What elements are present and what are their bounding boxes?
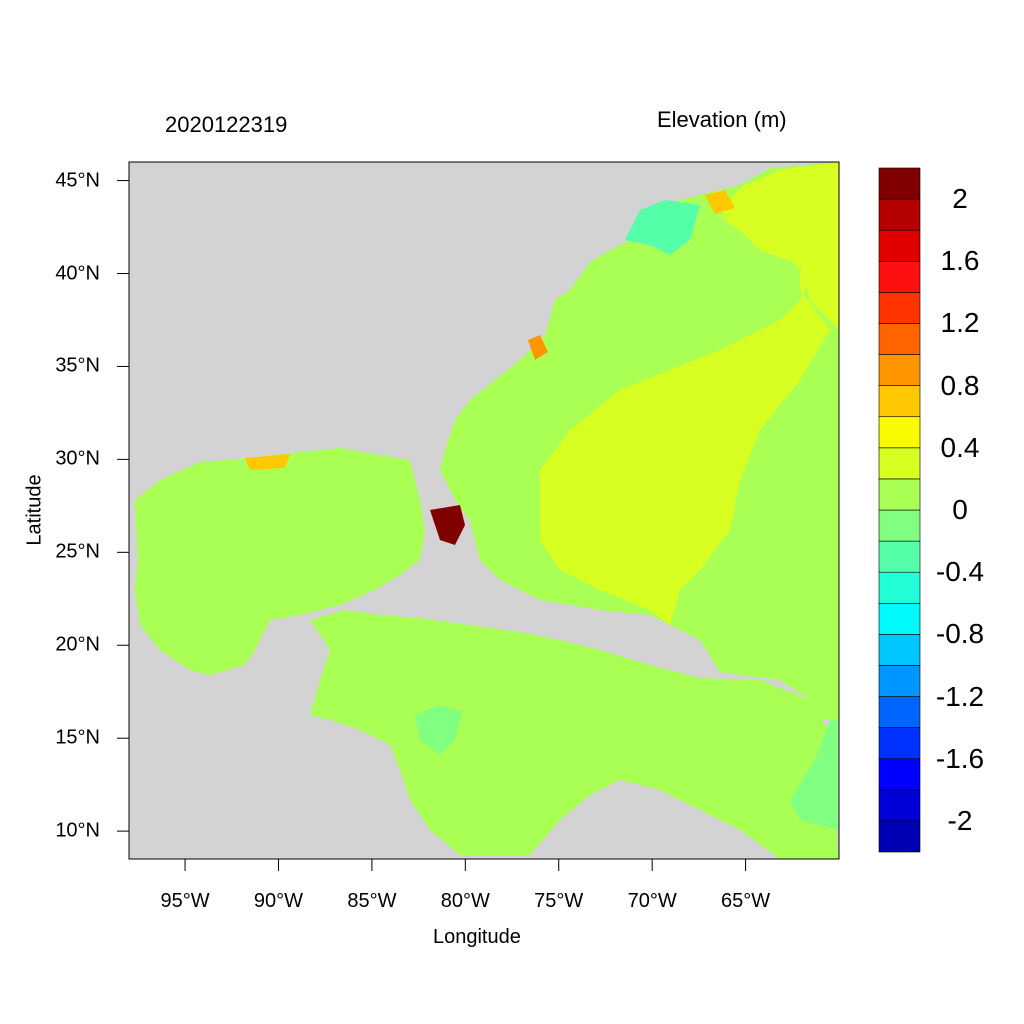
colorbar-segment xyxy=(878,354,921,386)
colorbar-tick-label: 2 xyxy=(952,183,968,215)
colorbar-tick-label: 1.6 xyxy=(940,245,980,277)
colorbar-segment xyxy=(878,789,921,822)
colorbar-segment xyxy=(878,820,921,853)
colorbar-segment xyxy=(878,167,921,200)
colorbar-segment xyxy=(878,509,921,542)
colorbar-segment xyxy=(878,758,921,791)
positive-anomaly-patch xyxy=(540,162,839,625)
y-tick-label: 15°N xyxy=(55,726,100,749)
positive-anomaly-patch-north xyxy=(725,162,839,330)
y-tick-label: 35°N xyxy=(55,354,100,377)
y-tick-label: 10°N xyxy=(55,819,100,842)
colorbar-segment xyxy=(878,323,921,355)
colorbar-segment xyxy=(878,198,921,231)
x-tick-label: 85°W xyxy=(347,890,397,912)
surge-carolina xyxy=(528,335,548,360)
y-tick-label: 25°N xyxy=(55,540,100,563)
caribbean-sea xyxy=(310,610,838,859)
colorbar-segment xyxy=(878,478,921,511)
surge-florida-southwest xyxy=(430,505,465,545)
colorbar-title: Elevation (m) xyxy=(657,107,787,132)
colorbar-tick-label: -2 xyxy=(947,804,973,836)
ocean-field xyxy=(135,162,839,859)
y-tick-label: 40°N xyxy=(55,262,100,285)
x-tick-label: 70°W xyxy=(627,890,677,912)
colorbar-tick-label: -0.8 xyxy=(935,618,985,650)
colorbar-segment xyxy=(878,571,921,604)
x-tick-label: 65°W xyxy=(721,890,771,912)
y-axis-ticks xyxy=(117,180,129,832)
x-tick-label: 75°W xyxy=(534,890,584,912)
x-axis-ticks xyxy=(184,859,747,871)
colorbar-segment xyxy=(878,665,921,697)
surge-louisiana xyxy=(245,454,290,470)
colorbar-tick-label: 0 xyxy=(952,494,968,525)
x-axis-label: Longitude xyxy=(433,926,521,948)
y-tick-label: 30°N xyxy=(55,447,100,470)
colorbar-segment xyxy=(878,634,921,666)
colorbar-segment xyxy=(878,416,921,449)
colorbar-tick-label: -1.2 xyxy=(935,680,985,712)
colorbar-tick-label: -0.4 xyxy=(935,556,985,588)
negative-anomaly-gulf-of-maine xyxy=(625,200,700,255)
x-tick-label: 95°W xyxy=(160,890,210,912)
colorbar-tick-label: 0.4 xyxy=(940,431,980,463)
colorbar-segment xyxy=(878,292,921,324)
surge-nova-scotia xyxy=(705,190,735,214)
negative-anomaly-east-caribbean xyxy=(790,720,838,830)
y-tick-labels: 10°N 15°N 20°N 25°N 30°N 35°N 40°N 45°N xyxy=(0,0,100,1024)
plot-title-timestamp: 2020122319 xyxy=(165,112,288,137)
colorbar-segment xyxy=(878,229,921,262)
y-axis-label: Latitude xyxy=(23,474,46,546)
colorbar-segment xyxy=(878,602,921,635)
plot-frame xyxy=(128,161,840,860)
colorbar-segment xyxy=(878,696,921,728)
y-tick-label: 20°N xyxy=(55,633,100,656)
y-tick-label: 45°N xyxy=(55,169,100,192)
colorbar-segment xyxy=(878,447,921,480)
x-tick-label: 90°W xyxy=(253,890,304,912)
colorbar-segment xyxy=(878,260,921,293)
colorbar-segment xyxy=(878,385,921,418)
colorbar xyxy=(878,167,921,853)
colorbar-tick-label: 0.8 xyxy=(940,369,980,401)
colorbar-tick-label: -1.6 xyxy=(935,742,985,774)
negative-anomaly-west-caribbean xyxy=(415,705,462,755)
gulf-of-mexico xyxy=(135,448,425,675)
colorbar-segment xyxy=(878,727,921,760)
colorbar-segment xyxy=(878,540,921,573)
colorbar-tick-label: 1.2 xyxy=(940,307,980,339)
x-tick-label: 80°W xyxy=(440,890,490,912)
